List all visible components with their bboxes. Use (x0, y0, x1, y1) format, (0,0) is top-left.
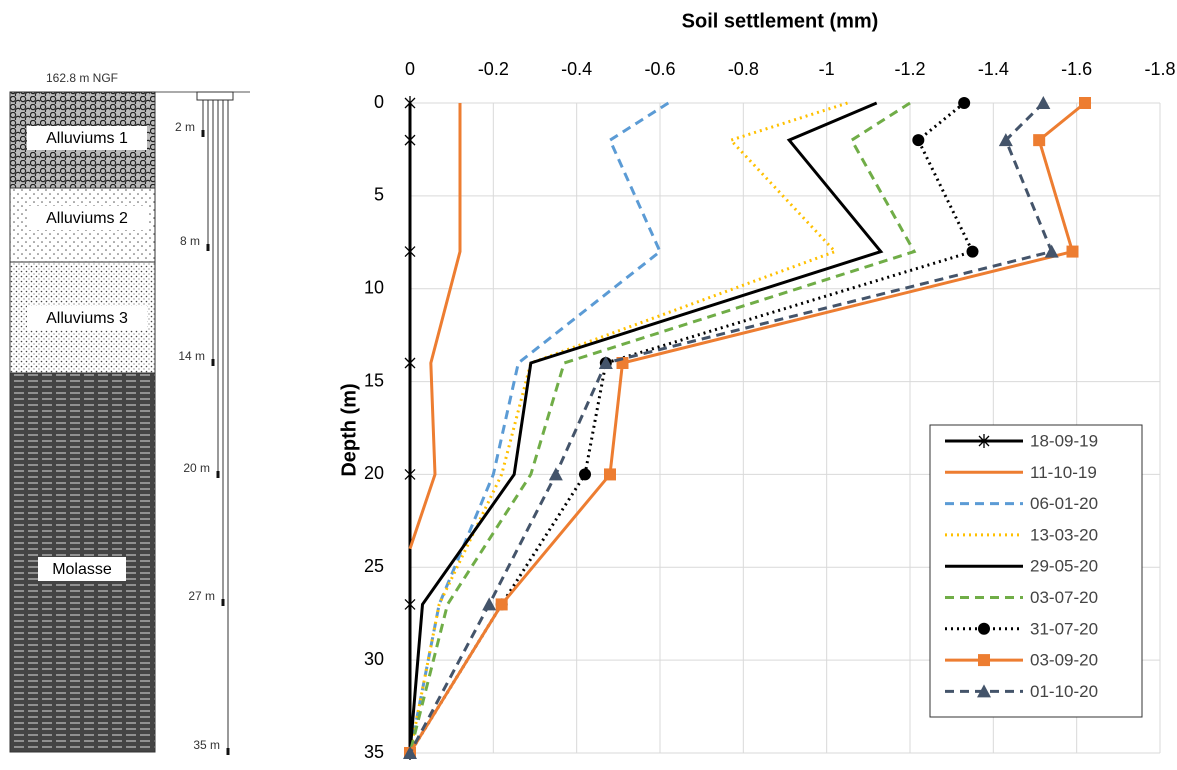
x-tick-label: -1.6 (1061, 59, 1092, 79)
x-tick-label: -0.6 (644, 59, 675, 79)
series-line (408, 101, 884, 754)
legend-label: 03-07-20 (1030, 588, 1098, 607)
instrument-head (196, 91, 234, 101)
series-line (408, 103, 462, 550)
y-tick-label: 35 (364, 742, 384, 762)
soil-profile: 162.8 m NGF Alluviums 1 Alluviums 2 Allu… (9, 71, 250, 753)
marker (1033, 134, 1046, 147)
marker (403, 746, 417, 759)
x-tick-label: -0.2 (478, 59, 509, 79)
layer-label: Alluviums 1 (46, 130, 128, 147)
marker (598, 356, 613, 369)
legend-label: 06-01-20 (1030, 494, 1098, 513)
marker (1036, 96, 1051, 109)
y-tick-label: 5 (374, 185, 384, 205)
series-line (408, 101, 975, 754)
marker (1066, 245, 1079, 258)
marker (482, 597, 497, 611)
legend-label: 18-09-19 (1030, 431, 1098, 450)
x-tick-label: -0.8 (728, 59, 759, 79)
y-tick-label: 30 (364, 649, 384, 669)
x-tick-label: -0.4 (561, 59, 592, 79)
legend-label: 13-03-20 (1030, 525, 1098, 544)
marker (404, 356, 416, 370)
legend-label: 03-09-20 (1030, 651, 1098, 670)
chart-title: Soil settlement (mm) (682, 10, 879, 32)
sensor-label: 20 m (183, 461, 210, 475)
marker (998, 133, 1013, 147)
sensor (221, 599, 225, 606)
sensor (226, 748, 230, 755)
x-tick-label: -1 (819, 59, 835, 79)
legend-label: 29-05-20 (1030, 557, 1098, 576)
legend-label: 31-07-20 (1030, 619, 1098, 638)
x-tick-label: -1.2 (894, 59, 925, 79)
y-tick-label: 25 (364, 556, 384, 576)
y-tick-label: 10 (364, 277, 384, 297)
marker (1079, 97, 1091, 109)
sensor-label: 27 m (188, 589, 215, 603)
datum-label: 162.8 m NGF (46, 71, 118, 85)
legend-marker (978, 434, 990, 448)
layer-label: Alluviums 2 (46, 210, 128, 227)
x-tick-label: -1.8 (1144, 59, 1175, 79)
marker (548, 467, 563, 481)
marker (404, 96, 416, 110)
marker (604, 468, 616, 481)
layer-label: Molasse (52, 561, 112, 578)
marker (404, 244, 416, 259)
series-line (408, 101, 848, 754)
label-bg (38, 557, 126, 581)
marker (404, 133, 416, 148)
legend-marker (978, 622, 990, 635)
legend-marker (978, 654, 990, 667)
marker (579, 468, 591, 481)
label-bg (27, 306, 147, 330)
legend-label: 11-10-19 (1030, 463, 1097, 482)
y-tick-label: 0 (374, 92, 384, 112)
sensor (216, 471, 220, 478)
sensor-label: 14 m (178, 349, 205, 363)
series-line (408, 101, 670, 754)
sensor (211, 359, 215, 366)
y-axis-label: Depth (m) (338, 383, 360, 476)
marker (966, 245, 979, 258)
marker (912, 134, 925, 147)
layer-label: Alluviums 3 (46, 310, 128, 327)
y-tick-label: 20 (364, 463, 384, 483)
legend-label: 01-10-20 (1030, 682, 1098, 701)
sensor (206, 244, 210, 251)
marker (404, 467, 416, 482)
y-tick-label: 15 (364, 370, 384, 390)
sensor-label: 8 m (180, 234, 200, 248)
sensor (201, 130, 205, 137)
x-tick-label: 0 (405, 59, 415, 79)
label-bg (27, 126, 147, 150)
marker (958, 97, 971, 109)
x-tick-label: -1.4 (978, 59, 1009, 79)
marker (495, 598, 508, 611)
sensor-label: 35 m (193, 738, 220, 752)
marker (1044, 244, 1059, 258)
label-bg (27, 206, 147, 230)
legend-marker (977, 684, 991, 698)
sensor-label: 2 m (175, 120, 195, 134)
marker (404, 597, 416, 612)
